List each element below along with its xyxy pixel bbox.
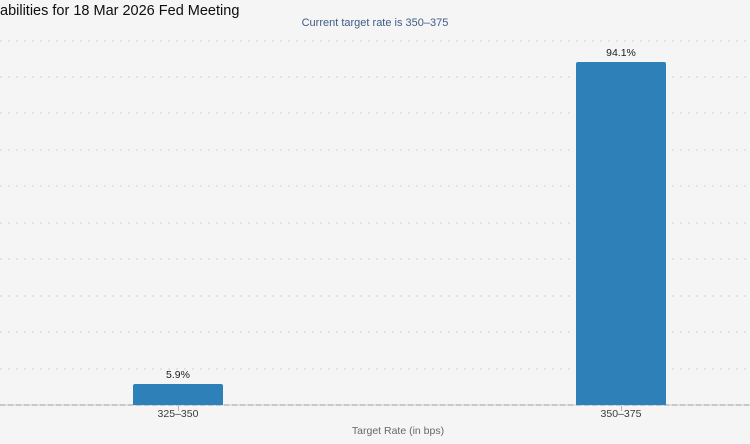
x-tick-label: 325–350 [157, 408, 199, 420]
chart-title: abilities for 18 Mar 2026 Fed Meeting [0, 3, 240, 19]
x-tick-label: 350–375 [600, 408, 642, 420]
gridline [0, 258, 750, 261]
gridline [0, 331, 750, 334]
bar-value-label: 5.9% [166, 368, 190, 381]
gridline [0, 294, 750, 297]
chart-subtitle: Current target rate is 350–375 [301, 17, 449, 29]
gridline [0, 112, 750, 115]
gridline [0, 39, 750, 42]
x-axis-title: Target Rate (in bps) [351, 425, 445, 437]
gridline [0, 148, 750, 151]
gridline [0, 185, 750, 188]
x-axis-tick [178, 406, 179, 411]
gridline [0, 221, 750, 224]
bar-group-350-375: 94.1% [576, 47, 666, 405]
bar-value-label: 94.1% [606, 47, 636, 59]
x-axis-line [0, 404, 750, 406]
gridline [0, 75, 750, 78]
gridline [0, 367, 750, 370]
probability-bar-325-350[interactable] [133, 383, 223, 405]
bar-group-325-350: 5.9% [133, 368, 223, 405]
probability-bar-350-375[interactable] [576, 62, 666, 405]
x-axis-tick [621, 406, 622, 411]
